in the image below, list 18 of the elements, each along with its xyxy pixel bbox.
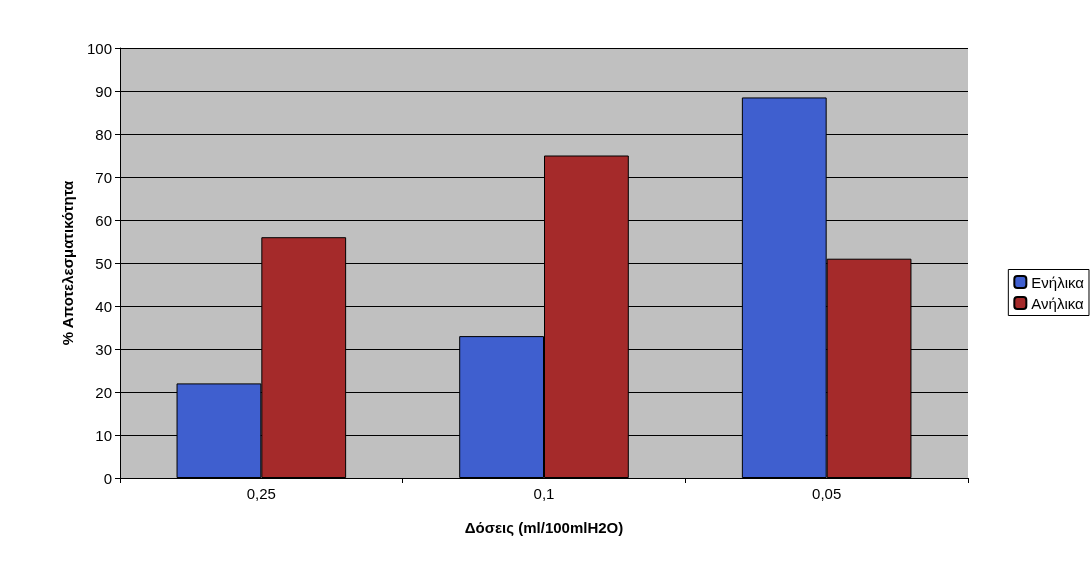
y-tick-label: 40 [95, 297, 112, 315]
y-tick-label: 90 [95, 82, 112, 100]
y-tick-label: 80 [95, 125, 112, 143]
y-tick-label: 60 [95, 211, 112, 229]
x-axis-title: Δόσεις (ml/100mlH2O) [464, 519, 624, 536]
y-tick-label: 100 [86, 39, 112, 57]
y-tick-label: 10 [95, 426, 112, 444]
y-tick-label: 50 [95, 254, 112, 272]
x-tick-label: 0,05 [812, 485, 842, 502]
x-tick-label: 0,25 [246, 485, 276, 502]
y-tick-label: 20 [95, 383, 112, 401]
x-tick-label: 0,1 [533, 485, 555, 502]
y-tick-label: 70 [95, 168, 112, 186]
y-tick-label: 0 [103, 469, 112, 487]
legend-label: Ανήλικα [1031, 294, 1085, 312]
legend-label: Ενήλικα [1031, 273, 1085, 291]
y-axis-title: % Αποτελεσματικότητα [59, 180, 76, 346]
y-tick-label: 30 [95, 340, 112, 358]
